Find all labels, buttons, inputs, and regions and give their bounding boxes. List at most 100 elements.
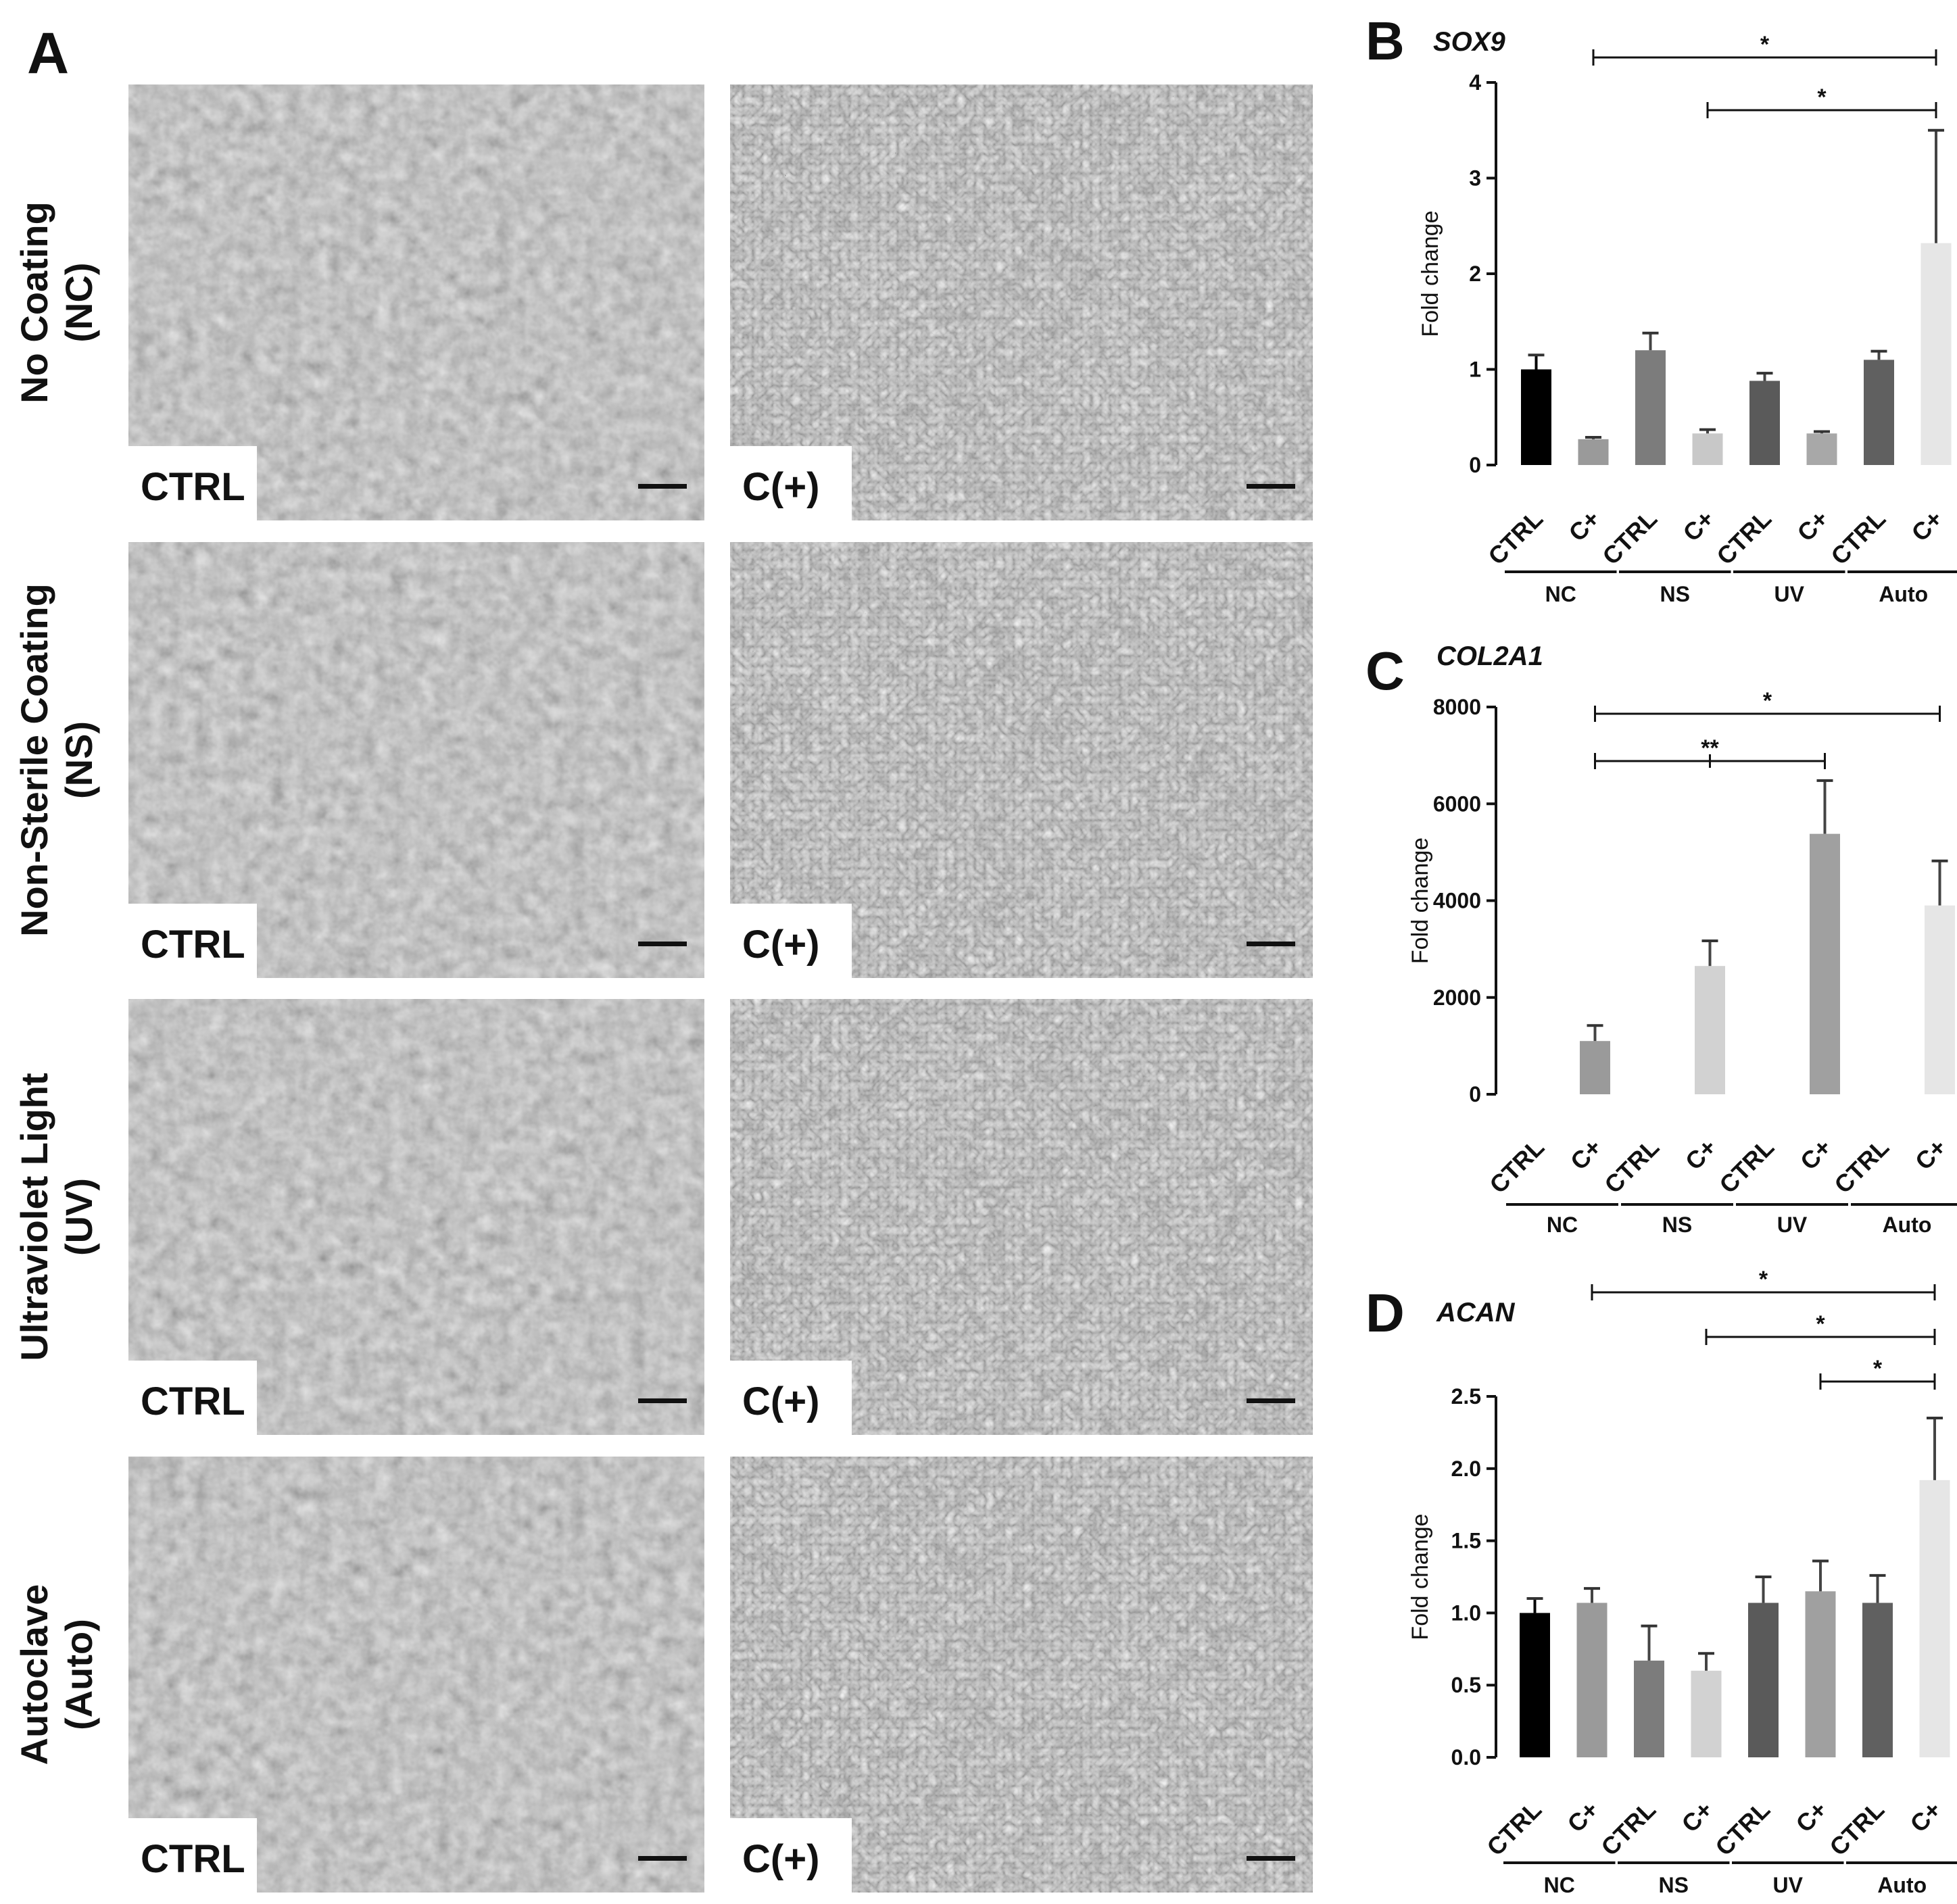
cplus-label: C(+) xyxy=(742,923,819,967)
significance-label: ** xyxy=(1701,735,1719,761)
image-label-box xyxy=(128,1361,257,1435)
y-tick-label: 6000 xyxy=(1433,791,1481,816)
bar xyxy=(1695,966,1725,1094)
y-tick-label: 1 xyxy=(1469,358,1481,382)
bar xyxy=(1635,350,1666,465)
group-label: NC xyxy=(1547,1213,1578,1237)
image-label-box xyxy=(128,1818,257,1893)
cplus-label: C(+) xyxy=(742,1837,819,1881)
scale-bar xyxy=(1247,1398,1295,1403)
row-label-line: (NS) xyxy=(57,721,100,799)
significance-label: * xyxy=(1760,32,1770,57)
category-label: C+ xyxy=(1790,1796,1832,1838)
y-tick-label: 4000 xyxy=(1433,889,1481,913)
y-tick-label: 0 xyxy=(1469,453,1481,477)
image-label-box xyxy=(730,1818,852,1893)
category-label: C+ xyxy=(1676,1796,1718,1838)
row-label-line: Ultraviolet Light xyxy=(13,1073,55,1361)
bar xyxy=(1810,833,1840,1094)
micrograph-ctrl: CTRL xyxy=(128,84,704,520)
bar xyxy=(1806,433,1837,465)
bar xyxy=(1521,369,1551,465)
row-label-line: (NC) xyxy=(57,262,100,342)
bar xyxy=(1919,1480,1950,1757)
y-tick-label: 2.5 xyxy=(1451,1384,1481,1409)
y-axis-label: Fold change xyxy=(1407,837,1433,964)
significance-label: * xyxy=(1759,1267,1768,1292)
row-label-line: No Coating xyxy=(13,201,55,404)
significance-label: * xyxy=(1816,1311,1825,1337)
category-label: CTRL xyxy=(1482,505,1548,570)
group-label: Auto xyxy=(1877,1873,1927,1897)
bar xyxy=(1576,1603,1608,1757)
category-label: CTRL xyxy=(1711,505,1777,570)
y-tick-label: 2000 xyxy=(1433,985,1481,1010)
panel-letter: D xyxy=(1366,1283,1405,1343)
category-label: C+ xyxy=(1906,505,1948,547)
ctrl-label: CTRL xyxy=(141,1837,245,1881)
y-tick-label: 3 xyxy=(1469,166,1481,191)
cplus-label: C(+) xyxy=(742,465,819,509)
scale-bar xyxy=(638,1398,687,1403)
panel-letter: C xyxy=(1366,641,1405,701)
image-label-box xyxy=(128,904,257,978)
bar xyxy=(1578,439,1609,465)
y-tick-label: 1.0 xyxy=(1451,1601,1481,1625)
cplus-label: C(+) xyxy=(742,1380,819,1423)
row-label-line: (UV) xyxy=(57,1178,100,1256)
bar xyxy=(1580,1041,1610,1094)
scale-bar xyxy=(1247,1856,1295,1861)
panel-letter-a: A xyxy=(27,21,69,86)
significance-label: * xyxy=(1817,84,1827,110)
category-label: C+ xyxy=(1565,1133,1607,1175)
chart-title: SOX9 xyxy=(1433,27,1505,57)
y-tick-label: 8000 xyxy=(1433,695,1481,719)
y-tick-label: 1.5 xyxy=(1451,1529,1481,1553)
y-tick-label: 2 xyxy=(1469,262,1481,286)
group-label: NS xyxy=(1660,582,1690,606)
y-axis-label: Fold change xyxy=(1418,210,1443,337)
scale-bar xyxy=(1247,484,1295,489)
panel-a-micrographs: A No Coating(NC) CTRL C(+) Non-Sterile Coati… xyxy=(13,21,1313,1893)
row-label-line: (Auto) xyxy=(57,1619,100,1730)
significance-label: * xyxy=(1763,688,1772,714)
micrograph-cplus: C(+) xyxy=(730,1457,1313,1893)
group-label: Auto xyxy=(1883,1213,1932,1237)
scale-bar xyxy=(638,484,687,489)
scale-bar xyxy=(1247,942,1295,946)
category-label: C+ xyxy=(1562,1796,1603,1838)
category-label: CTRL xyxy=(1825,505,1891,570)
category-label: C+ xyxy=(1795,1133,1837,1175)
row-label: No Coating(NC) xyxy=(13,201,100,404)
y-tick-label: 0 xyxy=(1469,1082,1481,1106)
category-label: C+ xyxy=(1680,1133,1722,1175)
category-label: CTRL xyxy=(1595,1796,1661,1861)
group-label: Auto xyxy=(1879,582,1928,606)
image-label-box xyxy=(730,1361,852,1435)
category-label: CTRL xyxy=(1599,1133,1664,1199)
category-label: CTRL xyxy=(1824,1796,1889,1861)
category-label: CTRL xyxy=(1829,1133,1894,1199)
row-label-line: Autoclave xyxy=(13,1584,55,1765)
bar xyxy=(1864,360,1894,465)
category-label: CTRL xyxy=(1714,1133,1779,1199)
micrograph-ctrl: CTRL xyxy=(128,542,704,978)
bar xyxy=(1920,243,1952,465)
y-axis-label: Fold change xyxy=(1407,1513,1433,1640)
group-label: UV xyxy=(1774,582,1805,606)
ctrl-label: CTRL xyxy=(141,923,245,967)
bar xyxy=(1691,1670,1722,1757)
y-tick-label: 2.0 xyxy=(1451,1457,1481,1481)
bar xyxy=(1520,1613,1550,1757)
micrograph-ctrl: CTRL xyxy=(128,999,704,1435)
row-label: Non-Sterile Coating(NS) xyxy=(13,583,100,937)
group-label: UV xyxy=(1773,1873,1804,1897)
chart-title: COL2A1 xyxy=(1436,641,1543,671)
image-label-box xyxy=(128,446,257,520)
micrograph-ctrl: CTRL xyxy=(128,1457,704,1893)
y-tick-label: 4 xyxy=(1469,70,1481,95)
image-label-box xyxy=(730,904,852,978)
group-label: UV xyxy=(1777,1213,1808,1237)
